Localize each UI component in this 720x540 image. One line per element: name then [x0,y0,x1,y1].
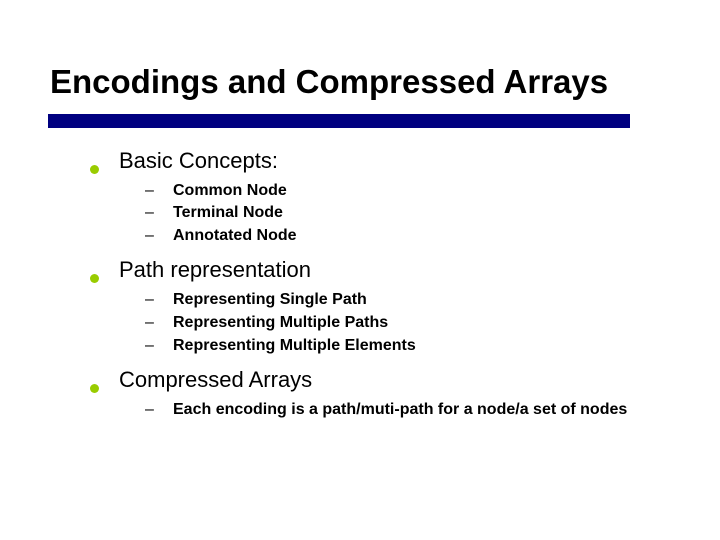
sub-list-item: – Representing Multiple Elements [145,335,640,357]
list-item-row: Compressed Arrays [90,367,640,393]
slide-title: Encodings and Compressed Arrays [50,62,670,102]
bullet-disc-icon [90,165,99,174]
slide: Encodings and Compressed Arrays Basic Co… [0,0,720,540]
sub-list-item-label: Representing Single Path [173,289,367,311]
sub-list-item: – Common Node [145,180,640,202]
sub-list-item-label: Terminal Node [173,202,283,224]
sub-list-item-label: Common Node [173,180,287,202]
sub-list-item-label: Representing Multiple Paths [173,312,388,334]
title-underline [48,114,630,128]
list-item-label: Basic Concepts: [119,148,278,174]
bullet-dash-icon: – [145,227,173,245]
list-item: Basic Concepts: – Common Node – Terminal… [90,148,640,252]
slide-content: Basic Concepts: – Common Node – Terminal… [50,148,670,426]
sub-list: – Each encoding is a path/muti-path for … [90,393,640,426]
sub-list-item: – Representing Multiple Paths [145,312,640,334]
sub-list-item-label: Representing Multiple Elements [173,335,416,357]
sub-list-item: – Terminal Node [145,202,640,224]
bullet-dash-icon: – [145,401,173,419]
sub-list-item-label: Annotated Node [173,225,297,247]
sub-list-item: – Each encoding is a path/muti-path for … [145,399,640,421]
bullet-disc-icon [90,274,99,283]
list-item-label: Path representation [119,257,311,283]
sub-list: – Representing Single Path – Representin… [90,283,640,361]
list-item-row: Basic Concepts: [90,148,640,174]
sub-list-item-label: Each encoding is a path/muti-path for a … [173,399,627,421]
sub-list-item: – Representing Single Path [145,289,640,311]
list-item: Compressed Arrays – Each encoding is a p… [90,367,640,426]
bullet-dash-icon: – [145,291,173,309]
bullet-dash-icon: – [145,337,173,355]
sub-list: – Common Node – Terminal Node – Annotate… [90,174,640,252]
list-item: Path representation – Representing Singl… [90,257,640,361]
bullet-disc-icon [90,384,99,393]
bullet-dash-icon: – [145,182,173,200]
sub-list-item: – Annotated Node [145,225,640,247]
list-item-label: Compressed Arrays [119,367,312,393]
list-item-row: Path representation [90,257,640,283]
bullet-dash-icon: – [145,204,173,222]
bullet-dash-icon: – [145,314,173,332]
